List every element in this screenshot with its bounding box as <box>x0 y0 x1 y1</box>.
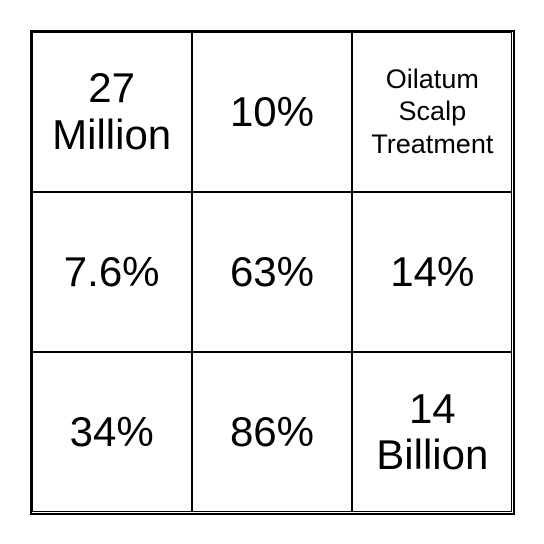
grid-cell: 34% <box>32 352 192 512</box>
grid-cell: 10% <box>192 32 352 192</box>
grid-cell: 86% <box>192 352 352 512</box>
grid-cell: 63% <box>192 192 352 352</box>
grid-cell: Oilatum Scalp Treatment <box>352 32 512 192</box>
grid-cell: 7.6% <box>32 192 192 352</box>
grid-cell: 14% <box>352 192 512 352</box>
bingo-grid: 27 Million 10% Oilatum Scalp Treatment 7… <box>30 30 515 515</box>
grid-cell: 14 Billion <box>352 352 512 512</box>
grid-cell: 27 Million <box>32 32 192 192</box>
